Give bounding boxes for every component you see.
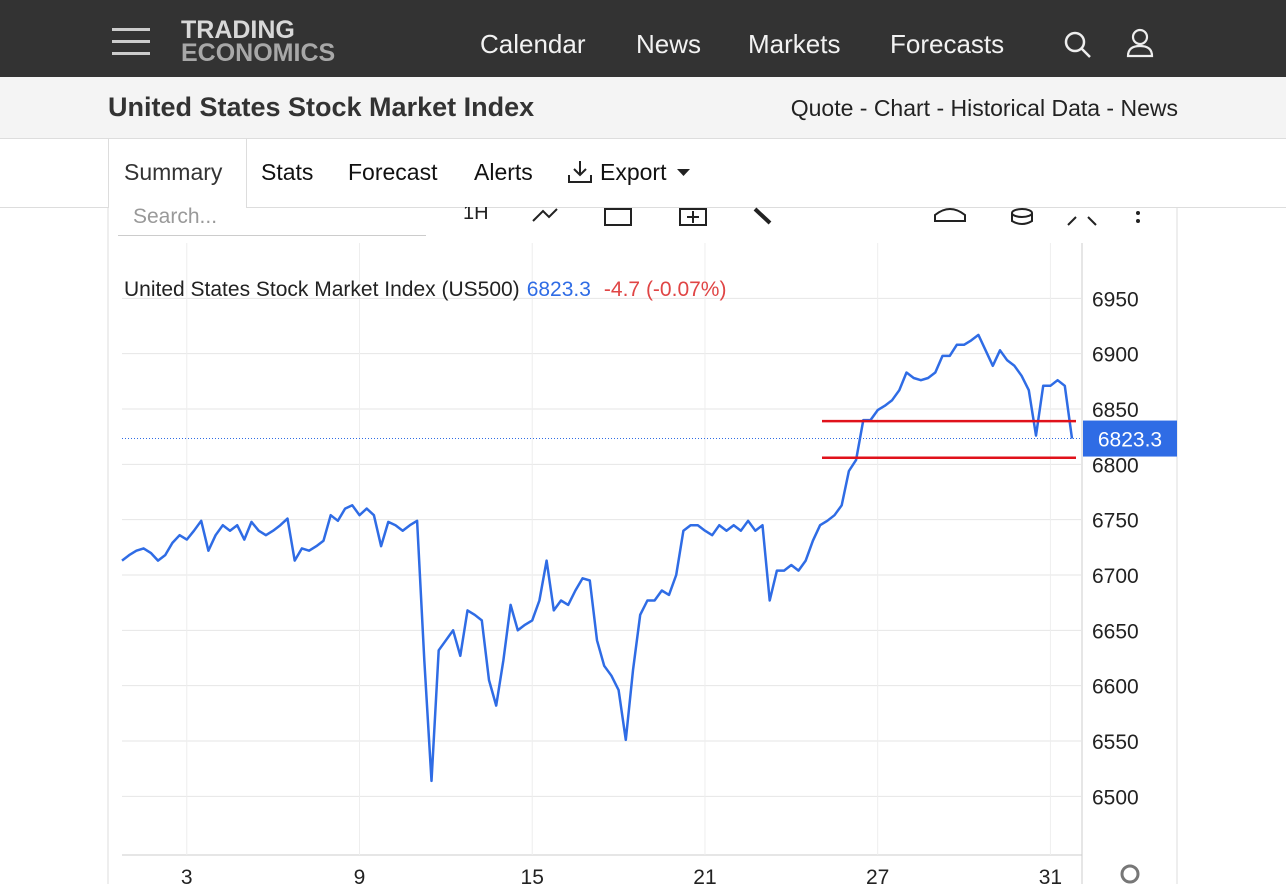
tab[interactable]: Export (600, 159, 667, 185)
interval-button[interactable]: 1H (463, 207, 489, 224)
nav-link[interactable]: Forecasts (890, 29, 1005, 59)
chart-type-icon[interactable] (532, 208, 558, 222)
download-icon[interactable] (934, 208, 966, 222)
y-tick-label: 6600 (1092, 676, 1139, 699)
chart-title: United States Stock Market Index (US500)… (124, 278, 726, 301)
price-line (121, 333, 1074, 783)
date-icon[interactable] (604, 208, 632, 226)
user-icon[interactable] (1125, 28, 1155, 60)
y-tick-label: 6750 (1092, 510, 1139, 533)
settings-icon[interactable] (1120, 864, 1140, 884)
active-tab (108, 139, 247, 208)
tab[interactable]: Stats (261, 159, 314, 185)
last-price-tag (1083, 420, 1177, 457)
y-tick-label: 6650 (1092, 620, 1139, 643)
sub-header: United States Stock Market Index Quote -… (0, 77, 1286, 139)
logo[interactable]: TRADING (181, 16, 295, 44)
y-tick-label: 6900 (1092, 344, 1139, 367)
data-icon[interactable] (1011, 213, 1033, 225)
compare-icon[interactable] (679, 208, 707, 226)
nav-link[interactable]: News (636, 29, 702, 59)
data-icon[interactable] (1011, 208, 1033, 218)
search-input[interactable]: Search... (118, 198, 426, 236)
tools-icon[interactable] (753, 207, 772, 225)
tab[interactable]: Alerts (474, 159, 533, 185)
y-tick-label: 6950 (1092, 288, 1139, 311)
y-tick-label: 6500 (1092, 786, 1139, 809)
x-tick-label: 9 (354, 866, 366, 884)
tab-bar: Summary Stats Forecast Alerts Export (0, 139, 1286, 208)
chart-title-change: -4.7 (-0.07%) (604, 278, 727, 301)
last-price-label: 6823.3 (1098, 429, 1162, 452)
tab[interactable]: Forecast (348, 159, 438, 185)
x-tick-label: 31 (1039, 866, 1062, 884)
search-icon[interactable] (1063, 30, 1093, 60)
section-links[interactable]: Quote - Chart - Historical Data - News (790, 95, 1178, 121)
x-tick-label: 3 (181, 866, 193, 884)
dropdown-caret[interactable] (677, 169, 691, 179)
chart-title-name: United States Stock Market Index (US500) (124, 278, 520, 301)
more-icon[interactable] (1136, 219, 1140, 223)
page-title: United States Stock Market Index (108, 92, 535, 122)
nav-link[interactable]: Markets (748, 29, 841, 59)
export-icon[interactable] (567, 159, 595, 187)
chart-title-price: 6823.3 (527, 278, 591, 301)
nav-link[interactable]: Calendar (480, 29, 586, 59)
y-tick-label: 6700 (1092, 565, 1139, 588)
tab[interactable]: Summary (124, 159, 223, 185)
y-tick-label: 6800 (1092, 454, 1139, 477)
fullscreen-icon[interactable] (1067, 216, 1097, 226)
chart: 1H 6500 6550 6600 6650 6700 6750 6800 6850 6900 6… (107, 207, 1178, 884)
top-bar: TRADING ECONOMICS Calendar News Markets … (0, 0, 1286, 77)
more-icon[interactable] (1136, 211, 1140, 215)
x-tick-label: 15 (521, 866, 544, 884)
compare-icon[interactable] (687, 211, 699, 223)
y-tick-label: 6550 (1092, 731, 1139, 754)
x-tick-label: 21 (693, 866, 716, 884)
logo[interactable]: ECONOMICS (181, 39, 336, 67)
y-tick-label: 6850 (1092, 399, 1139, 422)
x-tick-label: 27 (866, 866, 889, 884)
menu-icon[interactable] (112, 26, 150, 58)
